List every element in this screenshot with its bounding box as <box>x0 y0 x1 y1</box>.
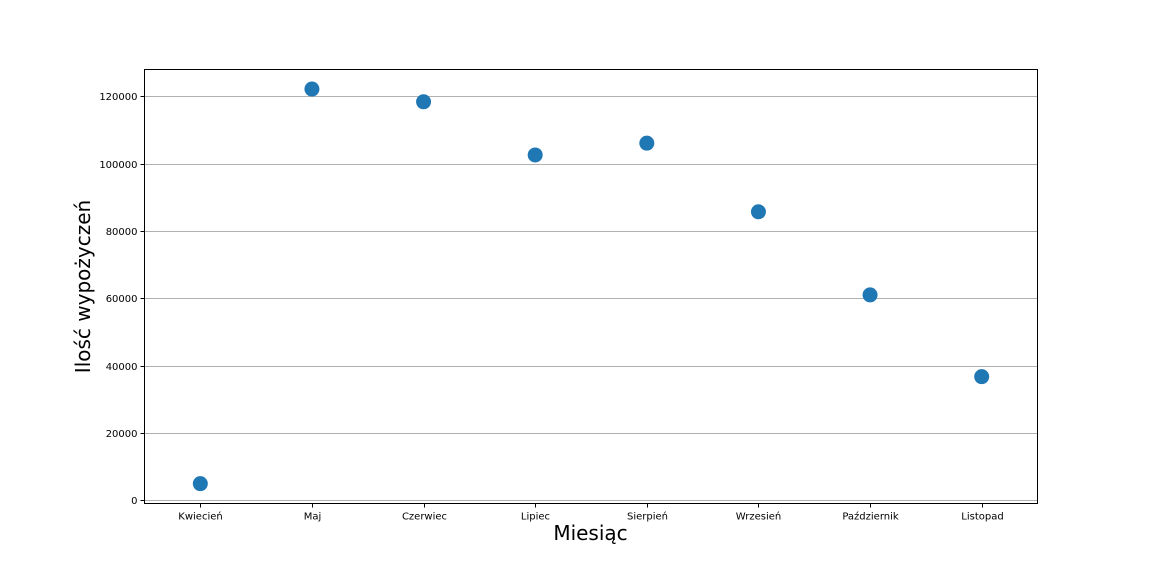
x-tick-label: Lipiec <box>521 512 550 523</box>
y-axis-ticks: 0 20000 40000 60000 80000 100000 120000 <box>99 92 145 507</box>
data-point <box>416 94 432 110</box>
x-tick-label: Czerwiec <box>402 512 447 523</box>
x-tick-label: Październik <box>842 511 899 523</box>
data-point <box>974 369 990 385</box>
y-tick-label: 40000 <box>106 362 138 373</box>
y-tick-label: 100000 <box>99 160 137 171</box>
x-tick-label: Maj <box>304 512 322 523</box>
x-axis-title: Miesiąc <box>553 521 627 545</box>
y-tick-label: 120000 <box>99 92 137 103</box>
data-point <box>192 476 208 492</box>
data-point <box>527 147 543 163</box>
x-tick-label: Wrzesień <box>736 511 781 523</box>
data-point <box>862 287 878 303</box>
data-point <box>639 135 655 151</box>
y-tick-label: 80000 <box>106 227 138 238</box>
data-points <box>192 81 990 492</box>
x-tick-label: Kwiecień <box>178 511 222 523</box>
data-point <box>750 204 766 220</box>
data-point <box>304 81 320 97</box>
plot-area-frame <box>144 69 1038 504</box>
x-tick-label: Sierpień <box>627 511 668 523</box>
y-tick-label: 20000 <box>106 429 138 440</box>
y-tick-label: 60000 <box>106 294 138 305</box>
x-tick-label: Listopad <box>961 512 1003 523</box>
x-axis-ticks: Kwiecień Maj Czerwiec Lipiec Sierpień Wrzesie… <box>178 503 1004 523</box>
y-axis-title: Ilość wypożyczeń <box>71 200 95 373</box>
grid-lines <box>144 96 1038 501</box>
y-tick-label: 0 <box>131 496 137 507</box>
